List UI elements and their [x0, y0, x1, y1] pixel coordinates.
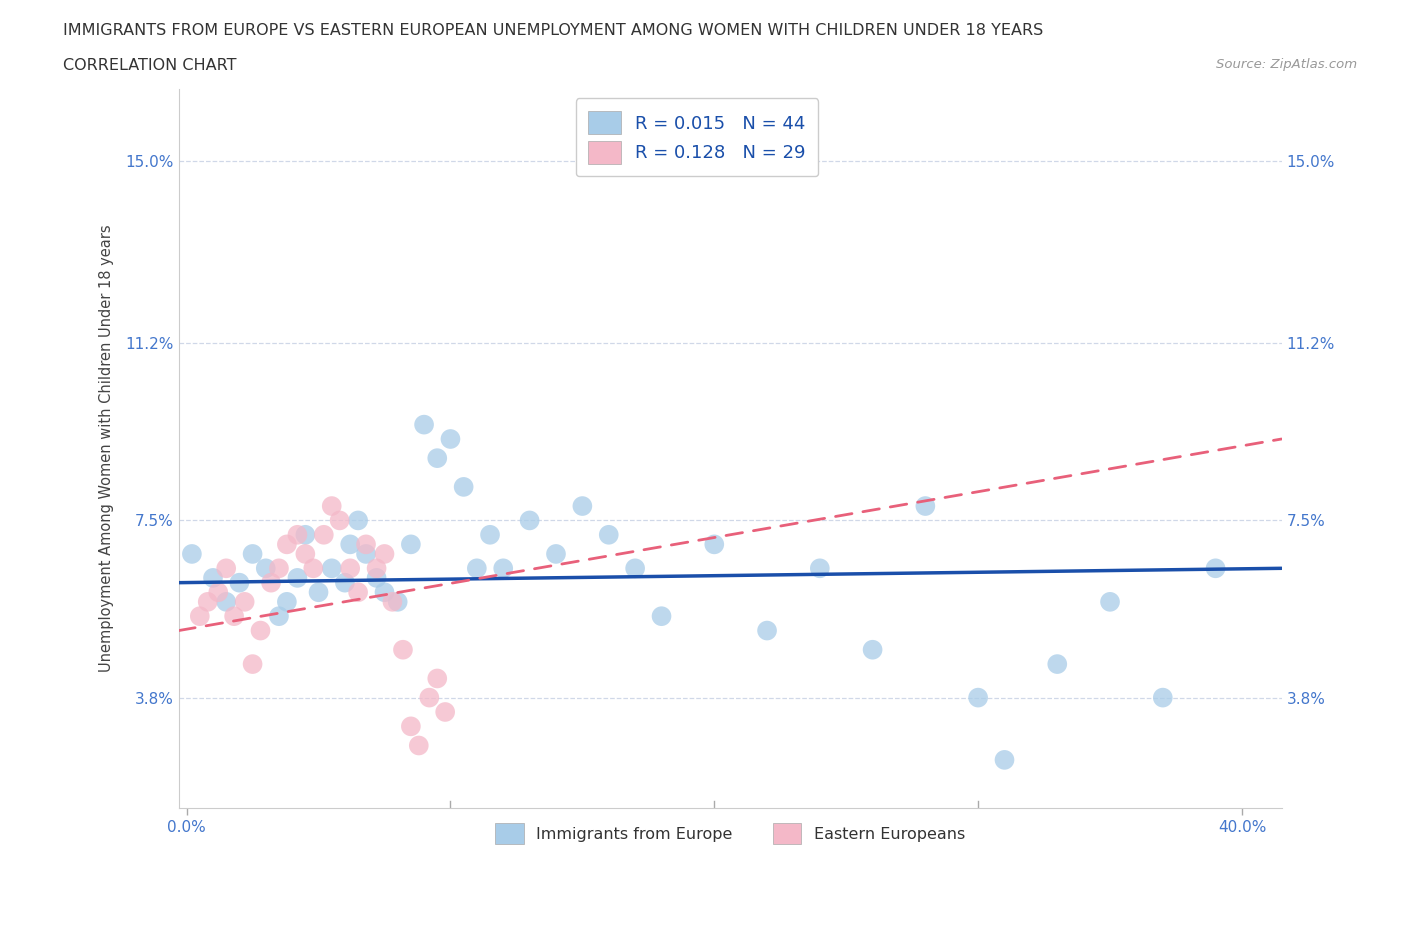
Point: [862, 643, 884, 658]
Point: [339, 537, 361, 551]
Point: [242, 657, 264, 671]
Point: [426, 671, 449, 686]
Point: [598, 527, 620, 542]
Point: [465, 561, 488, 576]
Text: CORRELATION CHART: CORRELATION CHART: [63, 58, 236, 73]
Point: [624, 561, 647, 576]
Point: [207, 585, 229, 600]
Point: [215, 561, 238, 576]
Point: [347, 585, 370, 600]
Point: [426, 451, 449, 466]
Point: [492, 561, 515, 576]
Point: [413, 418, 436, 432]
Point: [544, 547, 567, 562]
Point: [519, 513, 541, 528]
Point: [254, 561, 277, 576]
Legend: Immigrants from Europe, Eastern Europeans: Immigrants from Europe, Eastern European…: [488, 817, 972, 850]
Point: [224, 609, 246, 624]
Point: [188, 609, 211, 624]
Point: [329, 513, 352, 528]
Point: [650, 609, 672, 624]
Point: [276, 594, 298, 609]
Point: [228, 576, 250, 591]
Point: [387, 594, 409, 609]
Point: [267, 561, 290, 576]
Point: [434, 705, 457, 720]
Point: [233, 594, 256, 609]
Point: [287, 527, 309, 542]
Point: [201, 570, 224, 585]
Point: [312, 527, 335, 542]
Point: [808, 561, 831, 576]
Point: [1098, 594, 1121, 609]
Point: [439, 432, 461, 446]
Point: [1046, 657, 1069, 671]
Point: [354, 537, 377, 551]
Point: [294, 547, 316, 562]
Point: [1152, 690, 1174, 705]
Point: [308, 585, 330, 600]
Point: [366, 570, 388, 585]
Point: [180, 547, 202, 562]
Point: [215, 594, 238, 609]
Y-axis label: Unemployment Among Women with Children Under 18 years: Unemployment Among Women with Children U…: [100, 225, 114, 672]
Point: [347, 513, 370, 528]
Point: [756, 623, 779, 638]
Point: [381, 594, 404, 609]
Point: [321, 498, 343, 513]
Point: [703, 537, 725, 551]
Point: [339, 561, 361, 576]
Point: [571, 498, 593, 513]
Point: [1205, 561, 1227, 576]
Point: [408, 738, 430, 753]
Text: Source: ZipAtlas.com: Source: ZipAtlas.com: [1216, 58, 1357, 71]
Point: [197, 594, 219, 609]
Point: [399, 537, 422, 551]
Point: [242, 547, 264, 562]
Point: [354, 547, 377, 562]
Text: IMMIGRANTS FROM EUROPE VS EASTERN EUROPEAN UNEMPLOYMENT AMONG WOMEN WITH CHILDRE: IMMIGRANTS FROM EUROPE VS EASTERN EUROPE…: [63, 23, 1043, 38]
Point: [392, 643, 415, 658]
Point: [373, 547, 395, 562]
Point: [479, 527, 502, 542]
Point: [373, 585, 395, 600]
Point: [260, 576, 283, 591]
Point: [967, 690, 990, 705]
Point: [914, 498, 936, 513]
Point: [399, 719, 422, 734]
Point: [249, 623, 271, 638]
Point: [453, 480, 475, 495]
Point: [321, 561, 343, 576]
Point: [294, 527, 316, 542]
Point: [267, 609, 290, 624]
Point: [333, 576, 356, 591]
Point: [418, 690, 440, 705]
Point: [366, 561, 388, 576]
Point: [287, 570, 309, 585]
Point: [993, 752, 1015, 767]
Point: [302, 561, 325, 576]
Point: [276, 537, 298, 551]
